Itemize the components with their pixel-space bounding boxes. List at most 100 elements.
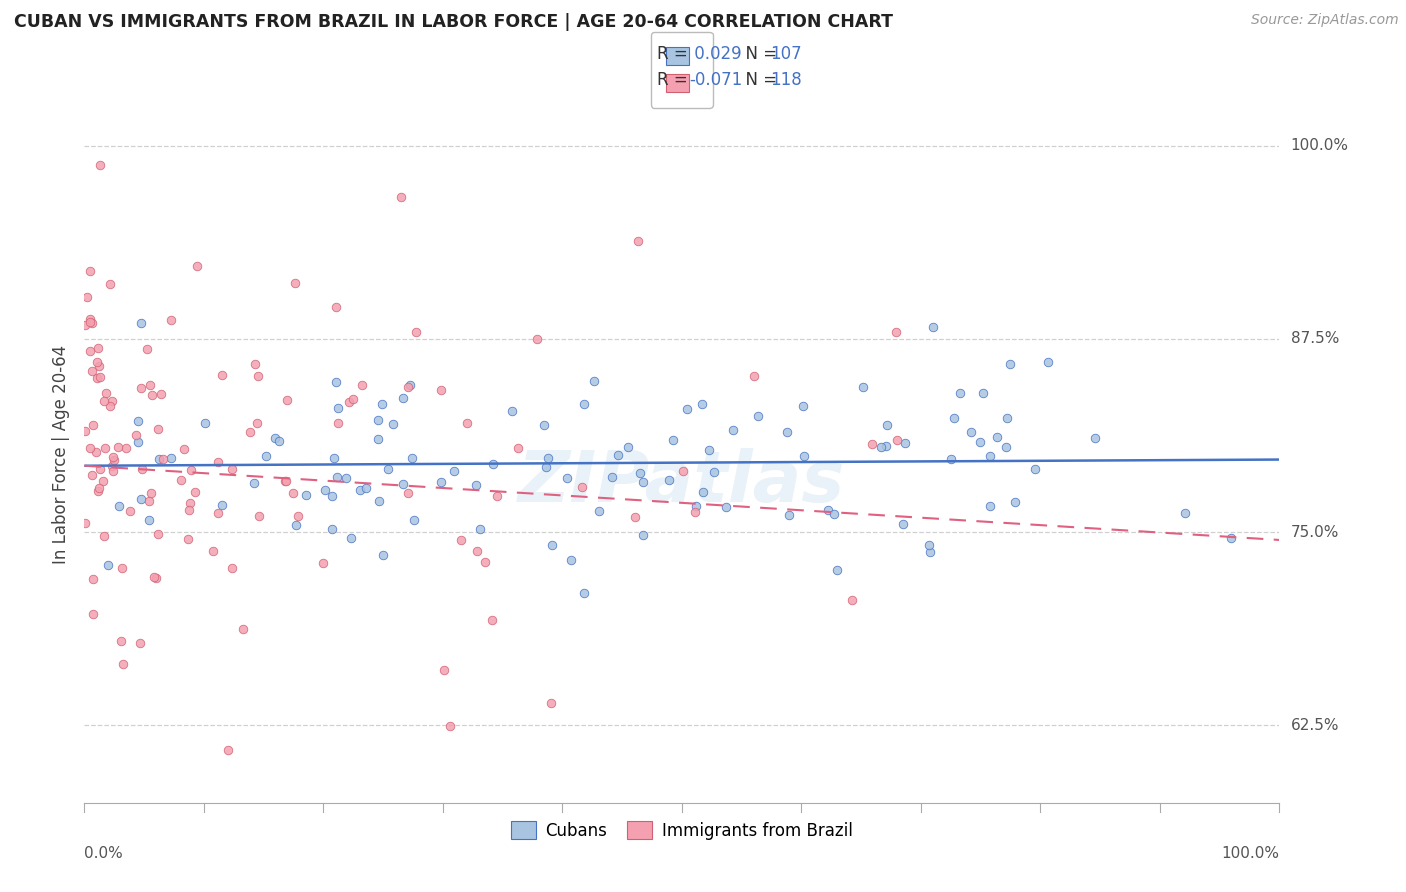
Point — [534, 459, 557, 474]
Point — [1004, 495, 1026, 509]
Point — [377, 462, 399, 476]
Point — [184, 485, 207, 500]
Point — [141, 388, 163, 402]
Point — [322, 451, 344, 466]
Point — [876, 418, 898, 433]
Point — [600, 470, 623, 484]
Point — [103, 453, 125, 467]
Point — [703, 465, 725, 479]
Point — [139, 378, 162, 392]
Point — [891, 516, 914, 531]
Point — [352, 377, 374, 392]
Point — [180, 463, 202, 477]
Point — [84, 444, 107, 458]
Point — [221, 561, 243, 575]
Point — [136, 343, 159, 357]
Point — [683, 505, 706, 519]
Point — [207, 506, 229, 520]
Point — [221, 462, 243, 476]
Text: -0.071: -0.071 — [689, 71, 742, 89]
Point — [87, 342, 110, 356]
Text: 118: 118 — [770, 71, 803, 89]
Point — [159, 312, 181, 326]
Point — [129, 381, 152, 395]
Point — [89, 370, 111, 384]
Point — [118, 504, 141, 518]
Point — [616, 440, 638, 454]
Point — [98, 277, 121, 292]
Point — [232, 622, 254, 636]
Point — [627, 234, 650, 248]
Point — [138, 494, 160, 508]
Point — [73, 318, 96, 332]
Point — [995, 411, 1018, 425]
Point — [79, 343, 101, 358]
Text: 62.5%: 62.5% — [1291, 718, 1339, 733]
Point — [439, 719, 461, 733]
Point — [321, 522, 343, 536]
Point — [131, 462, 153, 476]
Point — [657, 473, 679, 487]
Point — [129, 492, 152, 507]
Point — [93, 529, 115, 543]
Point — [115, 442, 138, 456]
Point — [141, 485, 163, 500]
Point — [851, 380, 873, 394]
Point — [430, 475, 453, 489]
Point — [107, 499, 129, 513]
Point — [922, 320, 945, 334]
Point — [747, 409, 769, 424]
Point — [405, 325, 427, 339]
Point — [312, 556, 335, 570]
Point — [685, 499, 707, 513]
Point — [321, 489, 343, 503]
Point — [337, 394, 360, 409]
Point — [367, 494, 389, 508]
Text: N =: N = — [735, 45, 783, 62]
Point — [217, 743, 239, 757]
Point — [920, 544, 942, 558]
Point — [110, 634, 132, 648]
Point — [464, 478, 486, 492]
Point — [101, 458, 124, 473]
Point — [382, 417, 405, 431]
Point — [349, 483, 371, 497]
Point — [207, 455, 229, 469]
Point — [173, 442, 195, 456]
Point — [537, 450, 560, 465]
Point — [177, 503, 200, 517]
Point — [87, 359, 110, 373]
Point — [697, 442, 720, 457]
Point — [875, 439, 897, 453]
Text: ZIPatlas: ZIPatlas — [519, 449, 845, 517]
Point — [716, 500, 738, 515]
Point — [149, 387, 172, 401]
Point — [284, 518, 307, 533]
Point — [239, 425, 262, 439]
Point — [326, 416, 349, 430]
Point — [91, 474, 114, 488]
Point — [127, 414, 149, 428]
Point — [82, 418, 104, 433]
Point — [246, 368, 269, 383]
Point — [676, 401, 699, 416]
Point — [870, 440, 893, 454]
Point — [690, 397, 713, 411]
Point — [295, 488, 318, 502]
Point — [96, 386, 118, 401]
Point — [540, 538, 562, 552]
Point — [979, 499, 1001, 513]
Point — [274, 474, 297, 488]
Text: 100.0%: 100.0% — [1291, 138, 1348, 153]
Point — [86, 483, 108, 498]
Point — [326, 470, 349, 484]
Point — [256, 449, 278, 463]
Point — [138, 513, 160, 527]
Point — [1174, 506, 1197, 520]
Point — [342, 392, 364, 406]
Point — [89, 158, 111, 172]
Text: 87.5%: 87.5% — [1291, 332, 1339, 346]
Point — [540, 696, 562, 710]
Point — [631, 475, 654, 489]
Point — [721, 423, 744, 437]
